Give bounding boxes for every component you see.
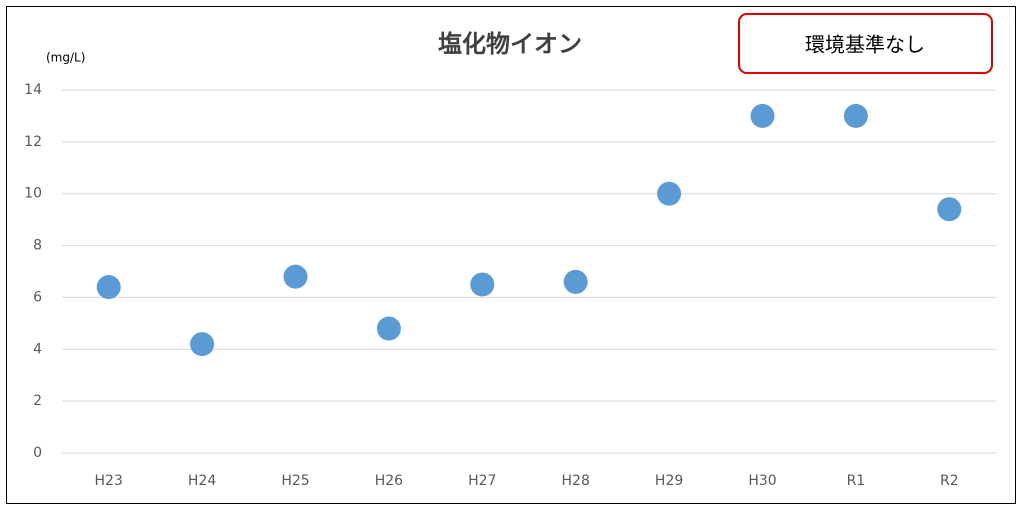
y-tick-label: 2	[33, 393, 42, 409]
y-tick-label: 6	[33, 289, 42, 305]
x-tick-label: R2	[940, 473, 959, 489]
y-tick-label: 14	[24, 82, 42, 98]
x-tick-label: H27	[468, 473, 496, 489]
dot	[190, 332, 215, 357]
dot	[843, 103, 868, 128]
x-tick-label: R1	[847, 473, 866, 489]
x-tick-label: H30	[748, 473, 776, 489]
y-tick-label: 8	[33, 238, 42, 254]
dot	[750, 103, 775, 128]
chart-title: 塩化物イオン	[438, 30, 582, 58]
x-tick-label: H26	[375, 473, 403, 489]
x-tick-label: H23	[95, 473, 123, 489]
y-tick-label: 0	[33, 445, 42, 461]
dot	[96, 275, 121, 300]
dot	[937, 197, 962, 222]
annotation-box	[738, 13, 993, 74]
y-axis-label: (mg/L)	[46, 51, 85, 65]
dot	[563, 269, 588, 294]
x-tick-label: H24	[188, 473, 216, 489]
dot	[470, 272, 495, 297]
x-tick-label: H29	[655, 473, 683, 489]
x-tick-label: H28	[562, 473, 590, 489]
dot	[283, 264, 308, 289]
chart-border	[6, 6, 1016, 504]
x-tick-label: H25	[281, 473, 309, 489]
y-tick-label: 4	[33, 341, 42, 357]
dot	[376, 316, 401, 341]
y-tick-label: 12	[24, 134, 42, 150]
y-tick-label: 10	[24, 186, 42, 202]
dot	[657, 181, 682, 206]
annotation: 環境基準なし	[805, 33, 925, 57]
